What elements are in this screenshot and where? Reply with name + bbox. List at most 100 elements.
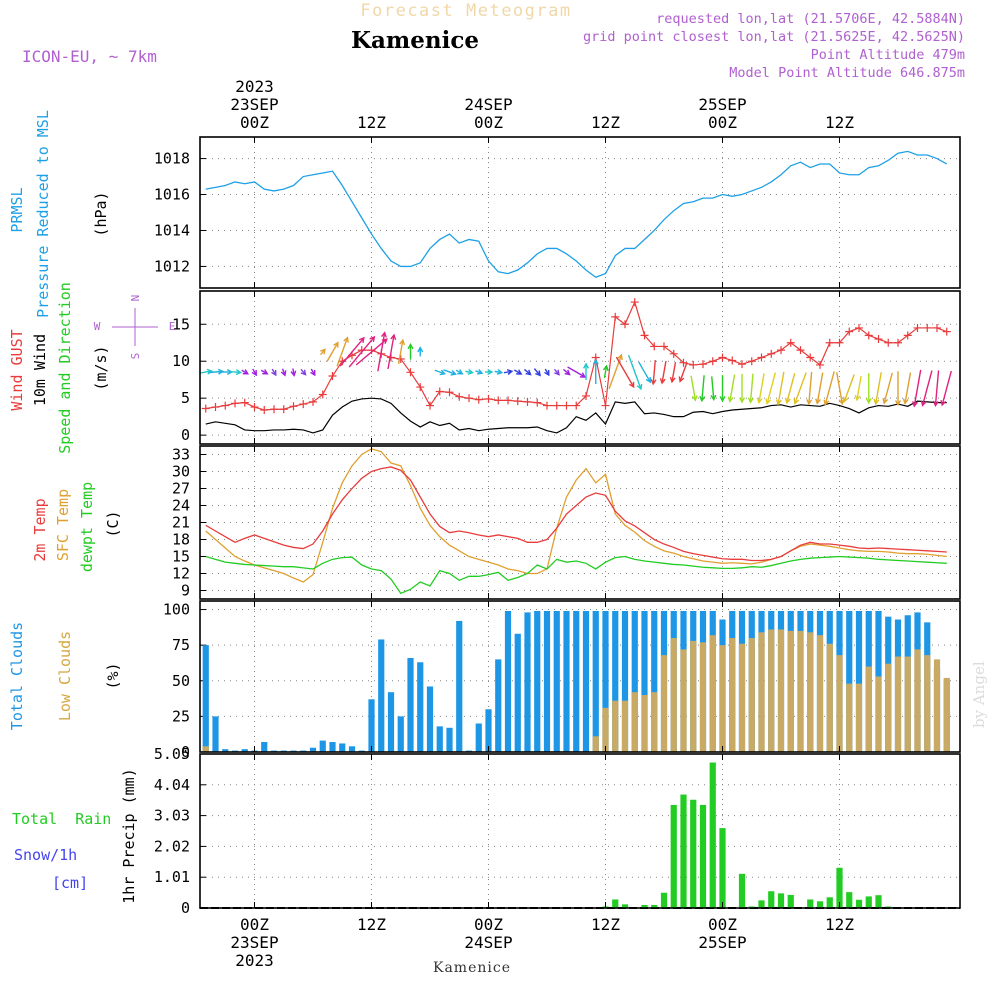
bar-rain: [758, 900, 765, 908]
wind-direction-arrow: [756, 373, 765, 405]
bar-low-clouds: [875, 676, 882, 752]
arrow-shaft: [397, 340, 404, 364]
gust-marker: [777, 346, 785, 355]
wind-direction-arrow: [260, 369, 269, 375]
gust-marker: [465, 394, 473, 403]
bar-low-clouds: [777, 629, 785, 752]
bar-low-clouds: [865, 666, 872, 752]
wind-direction-arrow: [562, 368, 571, 376]
arrow-head: [439, 369, 447, 376]
gust-marker: [913, 323, 922, 332]
clouds-label-total: Total Clouds: [8, 622, 26, 730]
clouds-label-low: Low Clouds: [56, 631, 74, 721]
wind-direction-arrow: [765, 372, 777, 405]
gust-marker: [240, 398, 249, 407]
gust-marker: [221, 401, 230, 410]
gust-marker: [211, 403, 220, 412]
bar-low-clouds: [602, 707, 609, 752]
time-label-top: 12Z: [825, 113, 854, 132]
arrow-head: [564, 369, 571, 376]
bar-low-clouds: [660, 655, 668, 752]
arrow-head: [815, 398, 821, 405]
gust-marker: [504, 396, 512, 405]
bar-rain: [777, 893, 785, 908]
bar-total-clouds: [417, 662, 424, 752]
gust-marker: [699, 360, 707, 369]
arrow-head: [920, 400, 927, 407]
arrow-head: [636, 383, 643, 391]
pressure-label-unit: (hPa): [92, 191, 110, 236]
wind-direction-arrow: [638, 361, 652, 384]
gust-marker: [669, 349, 678, 358]
clouds-panel: 0 25 50 75 100: [163, 600, 961, 761]
bar-total-clouds: [592, 610, 599, 752]
arrow-head: [650, 379, 657, 386]
bar-total-clouds: [387, 692, 395, 752]
arrow-head: [719, 396, 726, 403]
gust-marker: [738, 360, 746, 369]
wind-direction-arrow: [747, 373, 754, 404]
y-tick-label: 18: [172, 531, 190, 549]
bar-low-clouds: [855, 683, 863, 752]
bar-rain: [612, 899, 619, 908]
arrow-head: [775, 399, 782, 406]
time-label-top: 24SEP: [464, 95, 512, 114]
arrow-head: [535, 370, 542, 377]
bar-low-clouds: [758, 632, 765, 752]
bar-low-clouds: [592, 736, 599, 752]
bar-low-clouds: [670, 638, 677, 752]
arrow-head: [333, 341, 339, 348]
bar-total-clouds: [612, 610, 619, 752]
wind-direction-arrow: [650, 359, 657, 386]
gust-marker: [309, 397, 317, 406]
gust-marker: [474, 395, 483, 404]
bar-low-clouds: [924, 655, 931, 752]
bar-rain: [846, 892, 853, 908]
arrow-head: [691, 395, 698, 402]
y-tick-label: 4.04: [154, 776, 190, 794]
gust-marker: [523, 397, 532, 406]
wind-direction-arrow: [336, 336, 349, 367]
arrow-head: [602, 364, 609, 372]
bar-rain: [719, 828, 726, 908]
bar-low-clouds: [651, 692, 658, 752]
panel-frame: [199, 600, 961, 753]
bar-total-clouds: [378, 639, 385, 752]
arrow-shaft: [786, 373, 796, 403]
wind-direction-arrow: [513, 369, 523, 375]
bar-rain: [865, 896, 872, 908]
arrow-shaft: [434, 369, 445, 375]
gust-marker: [825, 338, 834, 347]
wind-direction-arrow: [940, 370, 952, 407]
bar-total-clouds: [573, 610, 580, 752]
point-altitude: Point Altitude 479m: [811, 47, 965, 63]
gust-marker: [318, 390, 327, 399]
gust-marker: [728, 356, 737, 365]
wind-direction-arrow: [241, 369, 250, 375]
wind-direction-arrow: [865, 373, 872, 405]
bar-rain: [709, 762, 716, 908]
bar-low-clouds: [202, 746, 209, 752]
bar-low-clouds: [885, 663, 892, 752]
grid-point-coords: grid point closest lon,lat (21.5625E, 42…: [583, 29, 965, 45]
arrow-shaft: [904, 372, 912, 404]
wind-direction-arrow: [912, 369, 922, 408]
bar-rain: [641, 904, 648, 908]
bar-total-clouds: [495, 659, 502, 752]
gust-marker: [231, 399, 239, 408]
precip-label-unit: 1hr Precip (mm): [120, 768, 138, 903]
wind-direction-arrow: [842, 374, 855, 403]
y-tick-label: 10: [172, 352, 190, 370]
bar-low-clouds: [641, 695, 648, 752]
wind-direction-arrow: [592, 358, 599, 384]
bar-low-clouds: [846, 683, 853, 752]
bar-low-clouds: [690, 640, 697, 752]
arrow-head: [544, 370, 550, 377]
arrow-head: [756, 397, 763, 405]
wind-direction-arrow: [494, 368, 504, 375]
bar-total-clouds: [543, 610, 551, 752]
wind-label-10m: 10m Wind: [31, 334, 49, 406]
arrow-head: [582, 362, 590, 369]
arrow-shaft: [883, 372, 893, 404]
arrow-head: [699, 395, 706, 403]
